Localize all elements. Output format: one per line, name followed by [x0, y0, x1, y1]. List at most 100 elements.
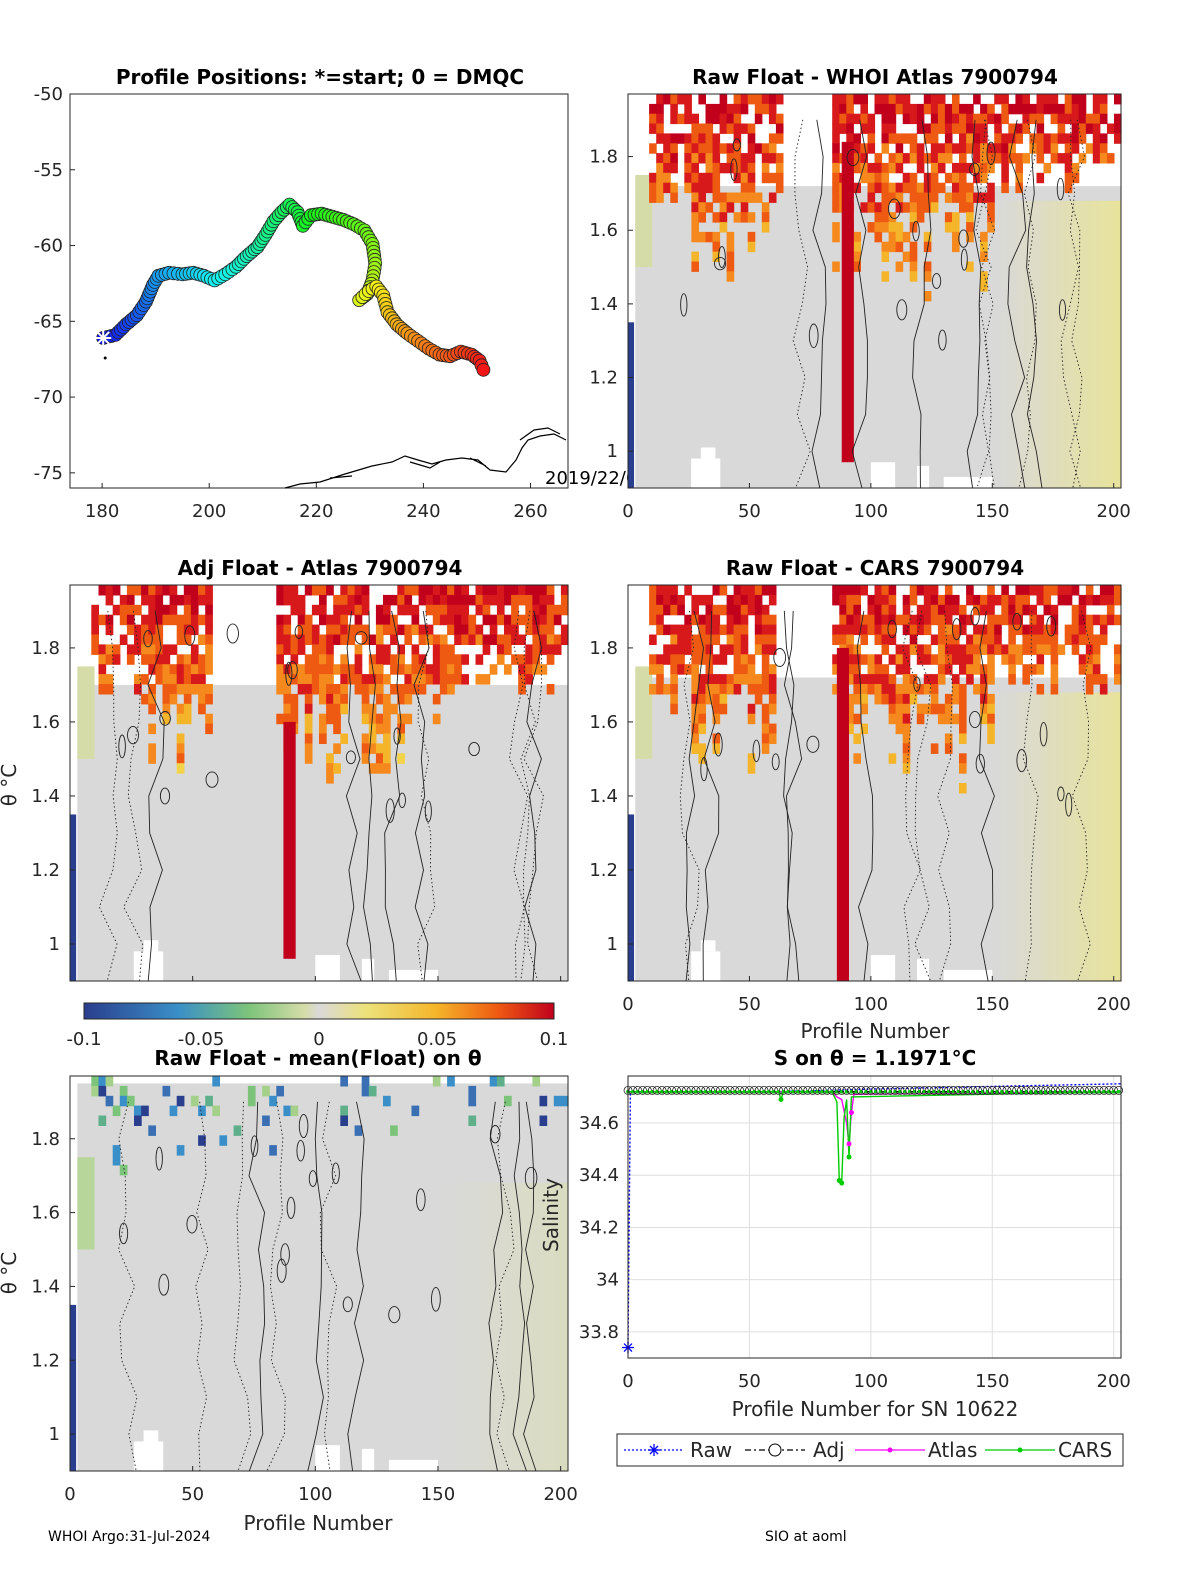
- heatmap-cell: [923, 585, 932, 596]
- contour-blob: [970, 607, 980, 626]
- contour-blob: [680, 293, 688, 317]
- contour-blob: [287, 660, 298, 680]
- x-tick-label: 0: [622, 501, 633, 522]
- contour-blob: [958, 229, 969, 248]
- heatmap-cell: [126, 624, 135, 636]
- heatmap-cell: [902, 103, 911, 115]
- heatmap-cell: [504, 634, 512, 645]
- contours: [118, 1101, 538, 1472]
- contour-line: [856, 610, 874, 982]
- heatmap-cell: [1078, 634, 1087, 645]
- heatmap-cell: [1029, 133, 1037, 144]
- heatmap-cell: [1085, 684, 1094, 695]
- heatmap-cell: [162, 664, 171, 675]
- heatmap-cell: [119, 604, 128, 616]
- contour-blob: [938, 329, 947, 351]
- heatmap-cell: [190, 1095, 199, 1107]
- contour-line: [524, 610, 542, 982]
- heatmap-cell: [1022, 94, 1030, 105]
- heatmap-cell: [340, 664, 348, 675]
- heatmap-cell: [368, 763, 377, 774]
- heatmap-cell: [937, 153, 946, 164]
- heatmap-cell: [740, 585, 749, 596]
- y-tick-label: 1.2: [31, 860, 60, 881]
- heatmap-cell: [1092, 614, 1101, 626]
- heatmap-cell: [909, 614, 918, 626]
- heatmap-cell: [959, 103, 967, 115]
- y-tick-label: -65: [34, 311, 63, 332]
- heatmap-cell: [1064, 624, 1073, 636]
- heatmap-cell: [1015, 153, 1023, 164]
- heatmap-cell: [404, 634, 413, 645]
- heatmap-cell: [489, 585, 498, 596]
- heatmap-cell: [663, 133, 671, 144]
- heatmap-cell: [319, 614, 327, 626]
- heatmap-cell: [425, 604, 434, 616]
- heatmap-cell: [747, 182, 756, 194]
- heatmap-cell: [489, 1076, 498, 1087]
- heatmap-cell: [973, 113, 981, 125]
- heatmap-cell: [1001, 644, 1009, 655]
- heatmap-cell: [937, 182, 946, 194]
- heatmap-cell: [987, 644, 995, 655]
- heatmap-cell: [155, 594, 164, 606]
- heatmap-cell: [518, 654, 526, 665]
- heatmap-cell: [705, 103, 714, 115]
- heatmap-cell: [930, 594, 939, 606]
- heatmap-cell: [937, 94, 946, 105]
- heatmap-cell: [404, 604, 413, 616]
- heatmap-cell: [539, 585, 548, 596]
- heatmap-cell: [930, 143, 939, 154]
- heatmap-cell: [881, 624, 890, 636]
- heatmap-cell: [1092, 674, 1101, 685]
- heatmap-cell: [1064, 585, 1073, 596]
- heatmap-cell: [1036, 634, 1045, 645]
- heatmap-cell: [867, 202, 876, 213]
- heatmap-cell: [1092, 103, 1101, 115]
- heatmap-cell: [691, 172, 699, 184]
- right-field: [997, 692, 1121, 981]
- heatmap-cell: [205, 654, 213, 665]
- heatmap-cell: [768, 172, 777, 184]
- heatmap-cell: [846, 674, 854, 685]
- heatmap-cell: [966, 634, 974, 645]
- heatmap-cell: [966, 614, 974, 626]
- heatmap-cell: [881, 103, 890, 115]
- contour-blob: [730, 158, 738, 181]
- heatmap-cell: [91, 624, 99, 636]
- heatmap-cell: [468, 594, 477, 606]
- heatmap-cell: [860, 153, 868, 164]
- heatmap-cell: [375, 654, 384, 665]
- heatmap-cell: [119, 1164, 128, 1176]
- heatmap-cell: [354, 684, 363, 695]
- heatmap-cell: [1008, 624, 1016, 636]
- heatmap-cell: [368, 1085, 377, 1097]
- empty-cell: [943, 969, 993, 981]
- heatmap-cell: [297, 644, 306, 655]
- contour-blob: [969, 710, 981, 729]
- heatmap-cell: [944, 743, 953, 754]
- heatmap-cell: [340, 614, 348, 626]
- heatmap-cell: [832, 202, 840, 213]
- axes-frame: [627, 93, 1122, 489]
- heatmap-cell: [169, 614, 178, 626]
- heatmap-cell: [326, 763, 334, 774]
- heatmap-cell: [656, 664, 664, 675]
- heatmap-cell: [1008, 634, 1016, 645]
- heatmap-cell: [761, 162, 770, 174]
- heatmap-cell: [126, 585, 135, 596]
- heatmap-cell: [98, 644, 107, 655]
- heatmap-cell: [1008, 594, 1016, 606]
- heatmap-cell: [902, 624, 911, 636]
- heatmap-cell: [319, 664, 327, 675]
- heatmap-cell: [290, 703, 299, 715]
- contour-line: [307, 1101, 324, 1472]
- heatmap-cell: [923, 604, 932, 616]
- heatmap-cell: [397, 713, 405, 725]
- heatmap-cell: [888, 684, 897, 695]
- heatmap-cell: [881, 172, 890, 184]
- anomaly-column: [841, 141, 854, 463]
- heatmap-cell: [262, 1115, 270, 1126]
- heatmap-cell: [475, 654, 484, 665]
- heatmap-cell: [475, 604, 484, 616]
